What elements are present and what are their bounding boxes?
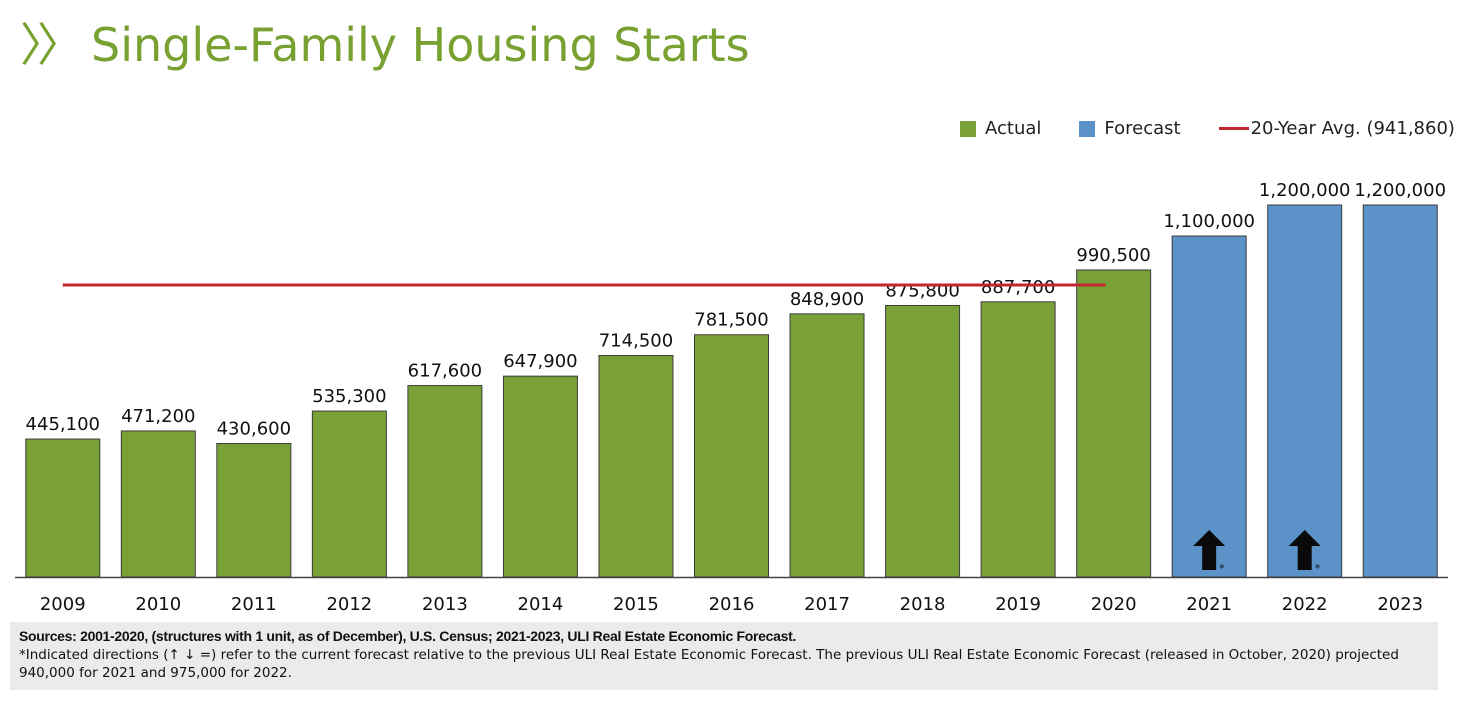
data-label-2014: 647,900 [503, 351, 577, 372]
up-arrow-icon-2022 [1288, 530, 1321, 570]
data-label-2017: 848,900 [790, 289, 864, 310]
sources-text: Sources: 2001-2020, (structures with 1 u… [19, 628, 797, 644]
bar-2020 [1076, 269, 1152, 578]
legend-swatch-actual [960, 120, 976, 137]
indicator-asterisk-2021: * [1219, 562, 1225, 575]
data-label-2023: 1,200,000 [1354, 180, 1446, 201]
legend-line-average [1218, 127, 1249, 130]
bar-2021 [1171, 235, 1247, 578]
x-tick-label-2009: 2009 [40, 594, 86, 615]
data-label-2013: 617,600 [408, 361, 482, 382]
footnote-text: *Indicated directions (↑ ↓ =) refer to t… [19, 647, 1399, 681]
x-tick-label-2010: 2010 [135, 594, 181, 615]
up-arrow-icon-2021 [1193, 530, 1226, 570]
data-label-2022: 1,200,000 [1259, 180, 1351, 201]
bar-chart: 445,100 2009 471,200 2010 430,600 2011 535,300… [15, 180, 1448, 615]
bar-2023 [1362, 204, 1438, 578]
x-tick-label-2022: 2022 [1282, 594, 1328, 615]
page-title: Single-Family Housing Starts [91, 18, 750, 72]
x-tick-label-2020: 2020 [1091, 594, 1137, 615]
bar-2017 [789, 313, 865, 578]
bar-2016 [694, 334, 769, 578]
bar-2018 [885, 305, 961, 578]
legend-item-forecast: Forecast [1079, 118, 1181, 139]
x-tick-label-2014: 2014 [518, 594, 564, 615]
data-label-2019: 887,700 [981, 277, 1055, 298]
data-label-2010: 471,200 [121, 406, 195, 427]
legend-label-forecast: Forecast [1104, 118, 1181, 139]
x-tick-label-2015: 2015 [613, 594, 659, 615]
x-tick-label-2019: 2019 [995, 594, 1041, 615]
x-tick-label-2011: 2011 [231, 594, 277, 615]
legend-item-actual: Actual [960, 118, 1041, 139]
title-block: 〉〉 Single-Family Housing Starts [20, 22, 750, 68]
x-tick-label-2016: 2016 [709, 594, 755, 615]
bar-2022 [1267, 204, 1343, 578]
bar-2012 [311, 410, 387, 578]
legend-label-actual: Actual [985, 118, 1042, 139]
bar-2009 [25, 438, 101, 578]
x-tick-label-2021: 2021 [1186, 594, 1232, 615]
data-label-2021: 1,100,000 [1163, 211, 1255, 232]
legend-item-average: 20-Year Avg. (941,860) [1218, 118, 1455, 139]
chevron-double-right-icon: 〉〉 [20, 19, 83, 71]
bar-2011 [216, 443, 292, 578]
x-tick-label-2013: 2013 [422, 594, 468, 615]
data-label-2012: 535,300 [312, 386, 386, 407]
chart-legend: Actual Forecast 20-Year Avg. (941,860) [960, 118, 1455, 139]
bar-2010 [120, 430, 196, 578]
indicator-asterisk-2022: * [1315, 562, 1321, 575]
data-label-2020: 990,500 [1076, 245, 1150, 266]
bar-2013 [407, 385, 483, 578]
bar-2014 [502, 375, 578, 578]
bar-2019 [980, 301, 1056, 578]
x-tick-label-2012: 2012 [326, 594, 372, 615]
data-label-2009: 445,100 [26, 414, 100, 435]
data-label-2015: 714,500 [599, 331, 673, 352]
data-label-2016: 781,500 [694, 310, 768, 331]
x-tick-label-2017: 2017 [804, 594, 850, 615]
bar-2015 [598, 355, 674, 578]
data-label-2011: 430,600 [217, 419, 291, 440]
sources-box: Sources: 2001-2020, (structures with 1 u… [10, 622, 1438, 690]
legend-label-average: 20-Year Avg. (941,860) [1250, 118, 1455, 139]
x-tick-label-2018: 2018 [900, 594, 946, 615]
x-tick-label-2023: 2023 [1377, 594, 1423, 615]
legend-swatch-forecast [1079, 120, 1096, 137]
